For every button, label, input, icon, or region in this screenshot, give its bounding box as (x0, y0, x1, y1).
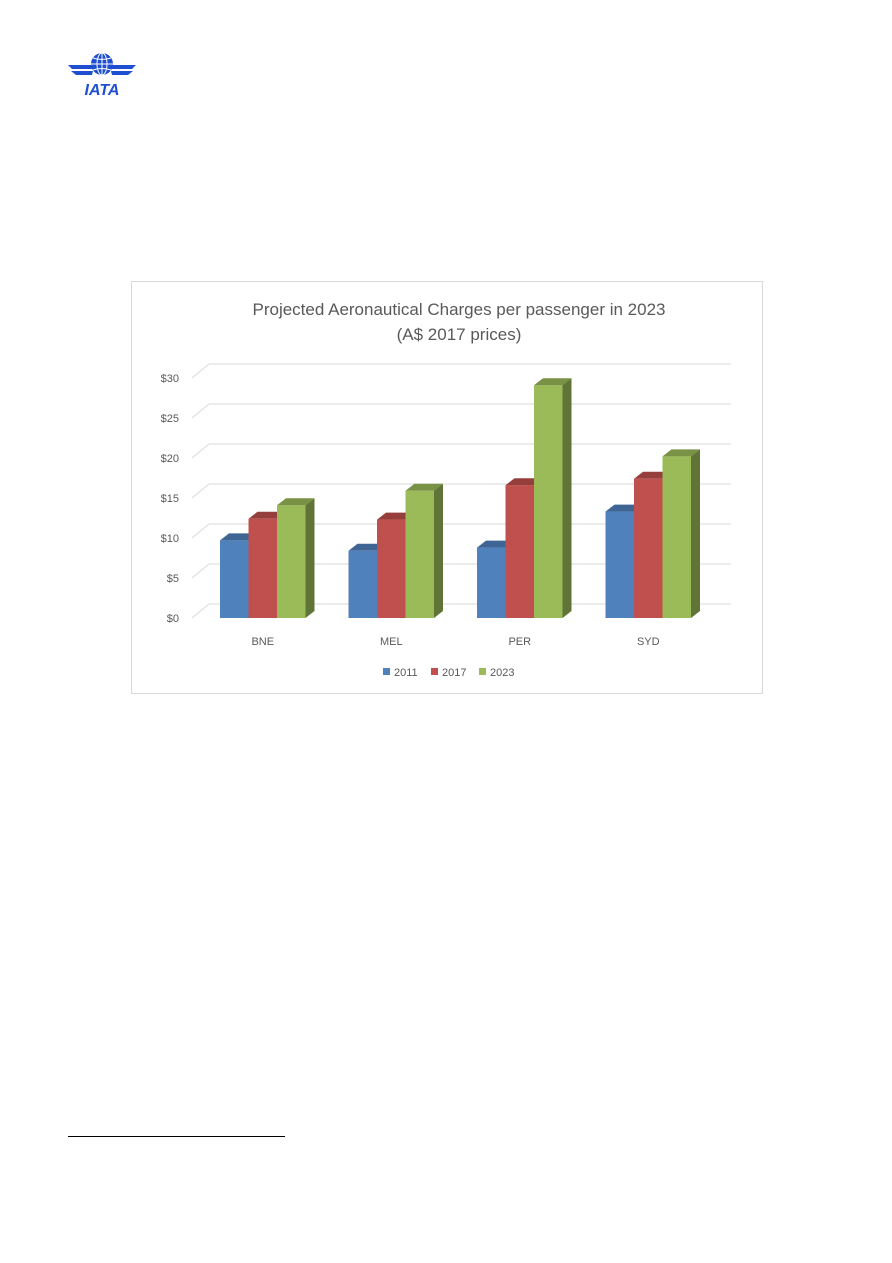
bar-per-2023 (534, 385, 563, 618)
x-tick-label: BNE (251, 636, 274, 648)
y-tick-label: $0 (167, 613, 179, 625)
bar-side-syd-2023 (691, 449, 700, 618)
bar-bne-2011 (220, 540, 249, 618)
bar-side-per-2023 (562, 378, 572, 618)
x-tick-label: PER (508, 636, 531, 648)
bar-bne-2017 (248, 518, 277, 618)
legend-swatch-2017 (431, 668, 438, 675)
x-tick-label: MEL (380, 636, 403, 648)
bar-chart: Projected Aeronautical Charges per passe… (161, 300, 731, 679)
bar-per-2017 (505, 485, 534, 618)
x-tick-label: SYD (637, 636, 660, 648)
bar-top-syd-2017 (634, 471, 672, 479)
chart-title: Projected Aeronautical Charges per passe… (253, 300, 666, 319)
iata-globe-wings-icon: IATA (68, 52, 136, 99)
bar-top-mel-2011 (348, 543, 386, 551)
gridline-depth (191, 443, 210, 459)
bar-syd-2017 (634, 478, 663, 618)
chart-frame: Projected Aeronautical Charges per passe… (131, 281, 763, 694)
legend-label-2017: 2017 (442, 667, 466, 679)
bar-top-syd-2011 (605, 504, 643, 512)
bar-mel-2017 (377, 519, 406, 618)
y-tick-label: $15 (161, 493, 179, 505)
bar-top-bne-2023 (277, 498, 315, 506)
iata-logo: IATA (68, 50, 136, 99)
logo-text: IATA (85, 82, 120, 98)
gridline-depth (191, 523, 210, 539)
bar-top-mel-2017 (377, 512, 415, 520)
bar-top-mel-2023 (405, 483, 443, 491)
bar-mel-2023 (405, 490, 434, 618)
y-tick-label: $30 (161, 373, 179, 385)
gridline-depth (191, 603, 210, 619)
chart-subtitle: (A$ 2017 prices) (397, 325, 522, 344)
bar-top-bne-2011 (220, 533, 258, 541)
bar-top-syd-2023 (662, 449, 700, 457)
y-tick-label: $10 (161, 533, 179, 545)
gridline-depth (191, 563, 210, 579)
gridline-depth (191, 483, 210, 499)
bar-top-per-2023 (534, 378, 572, 386)
y-tick-label: $25 (161, 413, 179, 425)
legend-swatch-2023 (479, 668, 486, 675)
legend: 2011 2017 2023 (383, 667, 514, 679)
legend-swatch-2011 (383, 668, 390, 675)
footnote-separator (68, 1136, 285, 1137)
bar-top-per-2017 (505, 478, 543, 486)
bar-mel-2011 (348, 550, 377, 618)
bar-bne-2023 (277, 505, 306, 618)
y-tick-label: $5 (167, 573, 179, 585)
bar-per-2011 (477, 547, 506, 618)
bar-side-bne-2023 (305, 498, 315, 618)
y-tick-label: $20 (161, 453, 179, 465)
bar-syd-2023 (662, 456, 691, 618)
bars (220, 378, 700, 618)
axis-labels: $0 $5 $10 $15 $20 $25 $30 BNE MEL PER SYD (161, 373, 660, 648)
gridline-depth (191, 363, 210, 379)
legend-label-2011: 2011 (394, 667, 418, 679)
bar-side-mel-2023 (434, 483, 443, 618)
gridline-depth (191, 403, 210, 419)
bar-top-per-2011 (477, 540, 515, 548)
legend-label-2023: 2023 (490, 667, 514, 679)
bar-top-bne-2017 (248, 511, 286, 519)
bar-syd-2011 (605, 511, 634, 618)
